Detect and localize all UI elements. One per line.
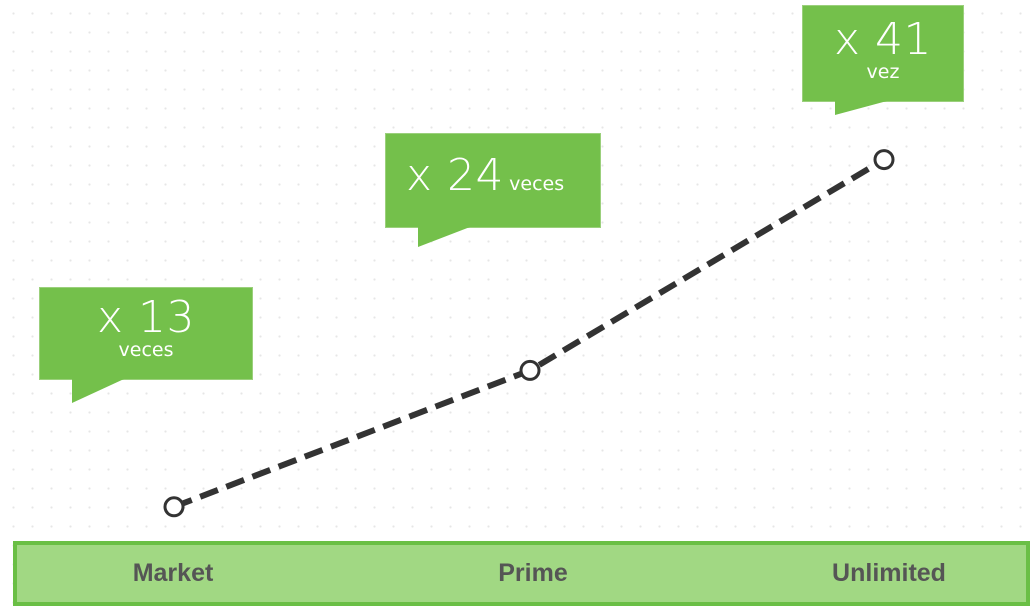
data-label-unlimited: x 41 vez [802, 5, 964, 115]
data-point-unlimited [873, 149, 895, 171]
data-label-value: x 41 [833, 14, 933, 65]
x-tick-label-unlimited: Unlimited [832, 559, 946, 587]
data-label-value: x 24 [406, 150, 505, 201]
callout-pointer [418, 227, 470, 247]
x-tick-label-market: Market [132, 559, 214, 587]
data-label-prime: x 24 veces [385, 133, 601, 247]
data-label-unit: vez [866, 61, 900, 83]
callout-pointer [835, 101, 887, 115]
x-tick-label-prime: Prime [498, 559, 568, 587]
data-label-unit: veces [118, 339, 174, 361]
data-label-market: x 13 veces [39, 287, 253, 403]
data-point-market [163, 496, 185, 518]
data-point-prime [519, 359, 541, 381]
x-axis-category-bar: Market Prime Unlimited [13, 541, 1030, 606]
callout-pointer [72, 379, 124, 403]
data-label-unit: veces [509, 173, 565, 195]
data-label-value: x 13 [96, 292, 196, 343]
